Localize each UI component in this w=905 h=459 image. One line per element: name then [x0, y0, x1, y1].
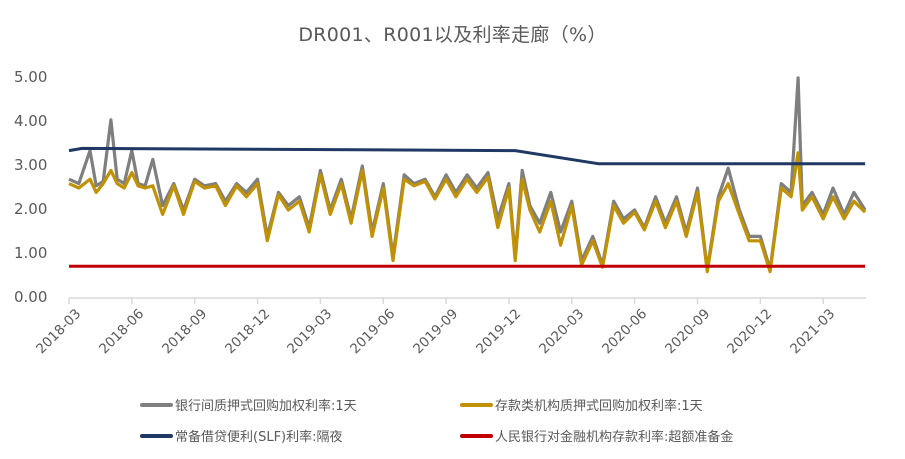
y-tick-label: 0.00: [14, 288, 48, 306]
legend-item-depository-repo[interactable]: 存款类机构质押式回购加权利率:1天: [460, 395, 703, 414]
legend-label: 常备借贷便利(SLF)利率:隔夜: [175, 430, 343, 445]
series-line: [68, 151, 867, 274]
legend-swatch-gold: [460, 402, 493, 407]
legend-swatch-gray: [140, 402, 173, 407]
legend-item-excess-reserve-rate[interactable]: 人民银行对金融机构存款利率:超额准备金: [460, 426, 733, 445]
legend-label: 银行间质押式回购加权利率:1天: [175, 399, 357, 414]
y-tick-label: 3.00: [14, 156, 48, 174]
y-tick-label: 4.00: [14, 112, 48, 130]
legend-item-interbank-repo[interactable]: 银行间质押式回购加权利率:1天: [140, 395, 357, 414]
legend-swatch-red: [460, 433, 493, 438]
legend-label: 存款类机构质押式回购加权利率:1天: [495, 399, 703, 414]
legend-label: 人民银行对金融机构存款利率:超额准备金: [495, 430, 734, 445]
series-line: [68, 146, 866, 166]
series-line: [68, 76, 867, 271]
y-tick-label: 1.00: [14, 244, 48, 262]
series-lines: [68, 76, 867, 274]
y-tick-label: 2.00: [14, 200, 48, 218]
y-tick-label: 5.00: [14, 68, 48, 86]
legend-swatch-navy: [140, 433, 173, 438]
chart-title: DR001、R001以及利率走廊（%）: [298, 24, 607, 46]
legend-item-slf-rate[interactable]: 常备借贷便利(SLF)利率:隔夜: [140, 426, 343, 445]
x-axis-ticks: [68, 298, 824, 304]
